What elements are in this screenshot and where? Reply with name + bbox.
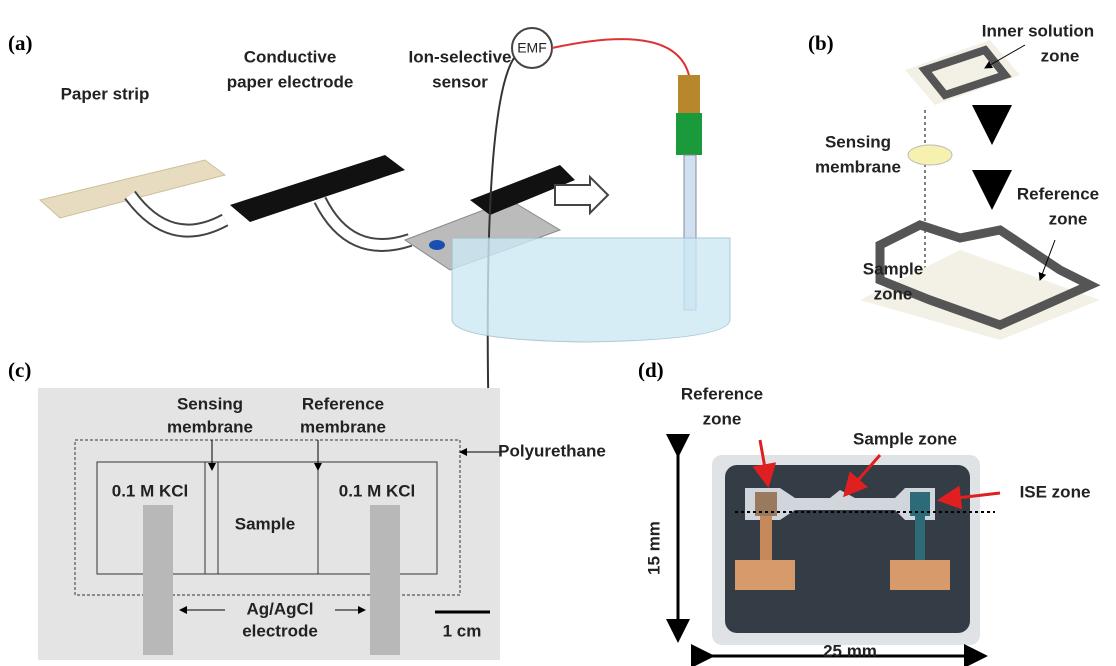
label: Sensing: [825, 132, 891, 151]
label: Reference: [1017, 184, 1099, 203]
dimension-label: 15 mm: [644, 521, 663, 575]
emf-label: EMF: [517, 40, 547, 56]
label: zone: [1049, 209, 1088, 228]
label: Conductive: [244, 47, 337, 66]
panel-label: (c): [8, 358, 31, 382]
label: Inner solution: [982, 21, 1094, 40]
label: ISE zone: [1020, 482, 1091, 501]
figure: (a) Paper strip Conductive paper electro…: [0, 0, 1116, 666]
label: membrane: [300, 417, 386, 436]
label: zone: [1041, 46, 1080, 65]
label: membrane: [815, 157, 901, 176]
label: Ion-selective: [409, 47, 512, 66]
label: Sensing: [177, 394, 243, 413]
label: 0.1 M KCl: [112, 481, 189, 500]
label: Polyurethane: [498, 441, 606, 460]
label: 0.1 M KCl: [339, 481, 416, 500]
label: Reference: [302, 394, 384, 413]
panel-label: (a): [8, 31, 33, 55]
panel-label: (d): [638, 358, 664, 382]
label: sensor: [432, 72, 488, 91]
panel-d-art: [678, 440, 1000, 656]
scale-label: 1 cm: [443, 621, 482, 640]
label: zone: [703, 409, 742, 428]
dimension-label: 25 mm: [823, 641, 877, 660]
panel-label: (b): [808, 31, 834, 55]
label: Reference: [681, 384, 763, 403]
label: paper electrode: [227, 72, 354, 91]
label: Sample: [235, 514, 295, 533]
label: Sample: [863, 259, 923, 278]
label: Sample zone: [853, 429, 957, 448]
label: Paper strip: [61, 84, 150, 103]
label: zone: [874, 284, 913, 303]
label: membrane: [167, 417, 253, 436]
label: Ag/AgCl: [246, 599, 313, 618]
label: electrode: [242, 621, 318, 640]
